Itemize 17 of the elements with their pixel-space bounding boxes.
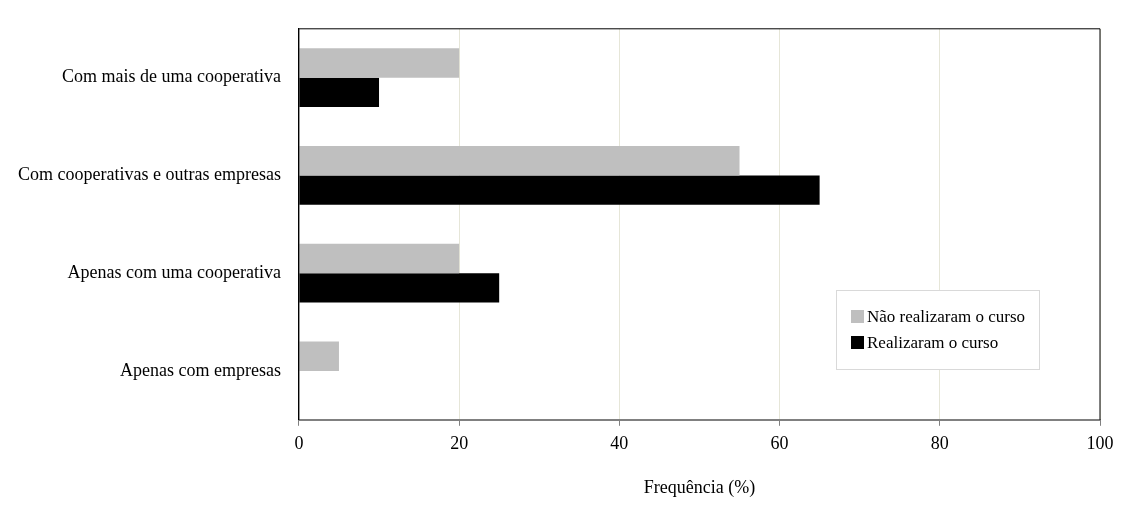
x-axis-title: Frequência (%) <box>643 476 756 498</box>
x-tick-label: 60 <box>770 433 789 454</box>
y-tick-label: Apenas com empresas <box>119 359 281 380</box>
x-tick-label: 0 <box>294 433 304 454</box>
y-tick-label: Apenas com uma cooperativa <box>67 261 281 282</box>
x-tick-label: 80 <box>930 433 949 454</box>
y-tick-label: Com cooperativas e outras empresas <box>17 164 281 185</box>
bar <box>299 48 460 78</box>
bar <box>299 146 740 176</box>
bar <box>299 243 460 274</box>
x-tick-label: 100 <box>1086 433 1114 454</box>
y-tick-label: Com mais de uma cooperativa <box>61 66 281 87</box>
legend-label: Não realizaram o curso <box>867 306 1026 327</box>
legend-label: Realizaram o curso <box>867 332 999 353</box>
bar <box>299 341 339 371</box>
x-tick-label: 20 <box>450 433 469 454</box>
x-tick-label: 40 <box>610 433 629 454</box>
